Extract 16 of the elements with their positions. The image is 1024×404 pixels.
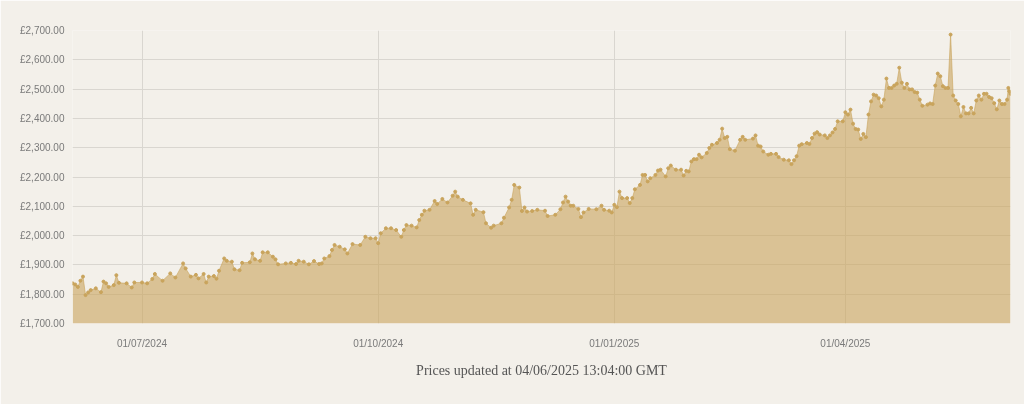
y-tick-label: £2,100.00	[20, 200, 65, 212]
x-tick-label: 01/01/2025	[589, 337, 640, 349]
y-tick-label: £2,300.00	[20, 142, 65, 154]
y-tick-label: £2,400.00	[20, 112, 65, 124]
y-tick-label: £2,700.00	[20, 25, 65, 36]
y-tick-label: £2,500.00	[20, 83, 65, 95]
y-tick-label: £1,800.00	[20, 288, 65, 300]
y-tick-label: £1,700.00	[20, 318, 65, 329]
y-tick-label: £2,000.00	[20, 230, 65, 242]
y-tick-label: £2,200.00	[20, 171, 65, 183]
y-tick-label: £2,600.00	[20, 54, 65, 66]
x-tick-label: 01/04/2025	[820, 337, 871, 349]
text: Prices updated at 04/06/2025 13:04:00 GMT	[416, 362, 668, 378]
x-tick-label: 01/07/2024	[117, 337, 168, 349]
y-tick-label: £1,900.00	[20, 259, 65, 271]
x-tick-label: 01/10/2024	[353, 337, 404, 349]
